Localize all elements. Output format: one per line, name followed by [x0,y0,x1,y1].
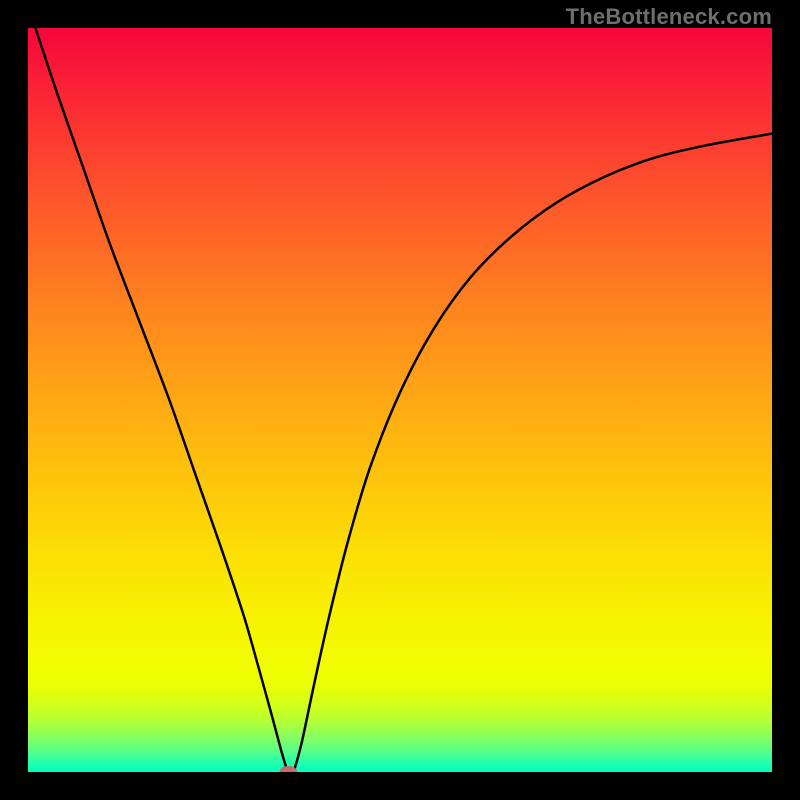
gradient-background [28,28,772,772]
chart-svg [28,28,772,772]
plot-area [28,28,772,772]
chart-frame: TheBottleneck.com [0,0,800,800]
watermark-text: TheBottleneck.com [566,4,772,30]
